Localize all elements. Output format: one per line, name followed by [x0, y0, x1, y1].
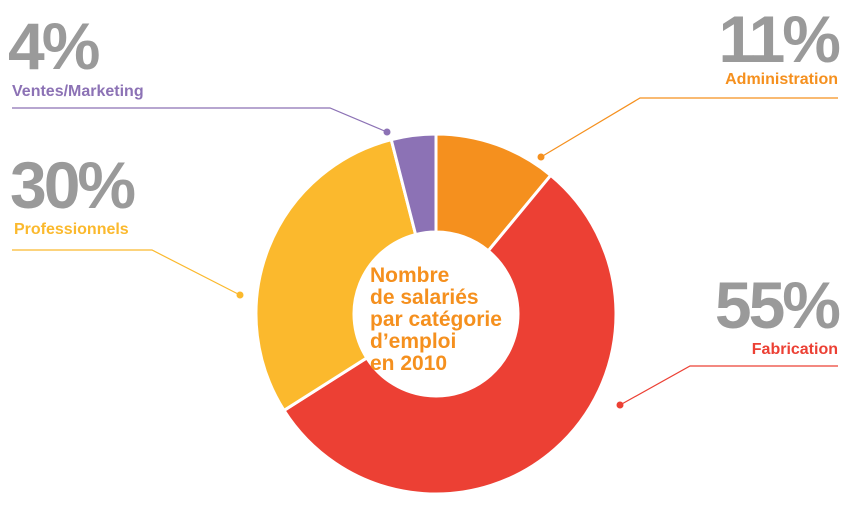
donut-segment — [389, 132, 438, 237]
leader-line — [540, 97, 838, 158]
leader-dot — [537, 153, 545, 161]
value-label: 30% — [10, 148, 134, 222]
value-label: 11% — [719, 2, 840, 76]
value-label: 4% — [8, 9, 99, 83]
center-title: d’emploi — [370, 330, 456, 353]
leader-line — [12, 107, 388, 133]
leader-line — [619, 365, 838, 406]
leader-dot — [616, 401, 624, 409]
category-label: Ventes/Marketing — [12, 83, 144, 100]
donut-segment — [254, 137, 418, 413]
center-title: en 2010 — [370, 352, 447, 375]
donut-segment — [281, 173, 618, 496]
leader-dot — [383, 128, 391, 136]
leader-dot — [236, 291, 244, 299]
center-title: par catégorie — [370, 308, 502, 331]
center-title: Nombre — [370, 264, 449, 287]
center-title: de salariés — [370, 286, 479, 309]
category-label: Professionnels — [14, 221, 129, 238]
value-label: 55% — [715, 268, 839, 342]
category-label: Administration — [725, 71, 838, 88]
category-label: Fabrication — [752, 341, 838, 358]
leader-line — [12, 249, 241, 296]
